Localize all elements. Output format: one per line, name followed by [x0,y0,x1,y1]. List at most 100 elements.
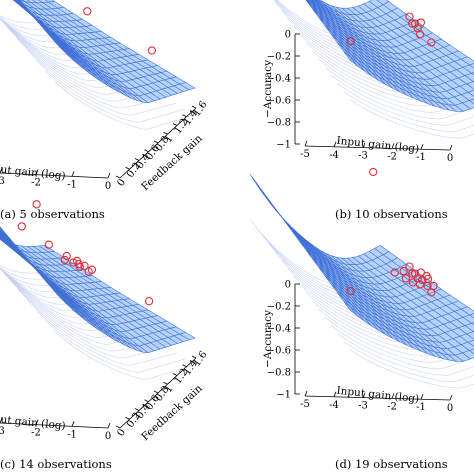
observation-point [346,286,355,296]
z-tick-label: 0 [285,280,291,291]
x-tick-label: -2 [31,178,41,189]
x-tick-label: -5 [300,149,310,160]
z-axis-label: −Accuracy [262,310,274,368]
surface-cell [464,322,474,332]
x-axis-line [0,422,109,429]
x-tick-label: -2 [387,151,397,162]
y-tick [144,149,149,153]
x-tick [71,421,75,427]
observation-point [80,261,89,270]
surface-shadow [0,265,196,380]
surface-cell [459,333,474,343]
y-tick [144,399,149,403]
z-tick-label: −0.8 [267,368,291,379]
observation-markers [83,7,157,55]
z-tick-label: −0.2 [267,52,291,63]
observation-point [60,255,69,265]
observation-point [422,271,431,281]
surface-cell [464,72,474,82]
surface-cell [471,322,474,326]
x-tick [71,171,75,177]
x-tick [304,140,308,147]
y-tick-label: 0 [115,177,128,189]
y-tick [153,390,159,394]
x-tick [449,144,453,151]
observation-point [84,267,93,276]
y-tick [134,408,140,411]
surface-mesh [0,226,196,380]
observation-point [69,258,78,267]
observation-point [83,7,92,16]
x-tick-label: -5 [300,399,310,410]
observation-point [427,38,436,47]
x-tick [362,142,366,148]
axes: 0 −0.2 −0.4 −0.6 −0.8 −1 −Accuracy -5 -4 -3 -2 -1 0 I… [262,280,453,415]
observation-point [44,240,54,249]
y-tick-label: 1 [163,133,176,145]
surface-cell [179,332,196,341]
y-tick-label: 1 [163,383,176,395]
observation-point [401,274,411,283]
surface-cell [469,313,474,319]
x-axis-line [304,145,451,151]
observation-point [369,167,378,177]
observation-point [408,19,417,28]
x-tick-label: -1 [67,179,77,190]
x-tick [333,391,337,397]
surface-cell [12,0,15,2]
x-tick-label: -1 [67,429,77,440]
x-tick [107,422,111,429]
x-tick [107,172,111,179]
y-tick [172,123,178,126]
z-tick-label: −0.8 [267,118,291,129]
observation-markers [17,200,154,306]
y-tick-label: 0 [115,427,128,439]
z-tick-label: −0.4 [267,74,291,85]
z-tick-label: −0.2 [267,302,291,313]
surface-cell [459,83,474,93]
x-axis-line [0,172,109,179]
observation-point [410,19,420,28]
observation-point [62,251,71,261]
x-tick-label: 0 [105,181,111,192]
x-tick [420,144,424,150]
surface-cell [460,306,474,316]
y-tick [163,381,168,385]
x-tick [420,394,424,400]
x-tick-label: -2 [387,401,397,412]
z-tick-label: −0.6 [267,346,291,357]
surface-cell [466,81,474,90]
z-axis-label: −Accuracy [262,60,274,118]
surface-cell [468,348,474,355]
panel-d: 0 −0.2 −0.4 −0.6 −0.8 −1 −Accuracy -5 -4 -3 -2 -1 0 I… [249,167,474,471]
observation-point [416,18,426,27]
x-tick-label: -4 [329,150,339,161]
observation-point [75,262,84,272]
observation-point [144,297,154,306]
y-tick [153,140,159,144]
observation-point [408,278,418,287]
x-axis-label: Input gain (log) [336,135,420,156]
y-tick [125,416,130,420]
surface-cell [179,82,196,91]
z-tick-label: −1 [276,140,291,151]
observation-markers [346,167,438,297]
surface-cell [462,314,474,324]
x-tick-label: -3 [358,401,368,412]
x-axis-line [304,395,451,401]
observation-point [405,12,414,21]
x-tick-label: -2 [31,428,41,439]
surface-cell [462,64,474,74]
z-tick-label: −0.6 [267,96,291,107]
surface-cell [461,100,474,110]
caption-c: (c) 14 observations [0,457,112,471]
x-tick [0,417,3,424]
y-tick [172,373,178,376]
observation-markers [346,12,436,47]
y-tick [163,131,168,135]
surface-cell [461,350,474,360]
y-tick [134,158,140,161]
x-tick [391,143,395,149]
